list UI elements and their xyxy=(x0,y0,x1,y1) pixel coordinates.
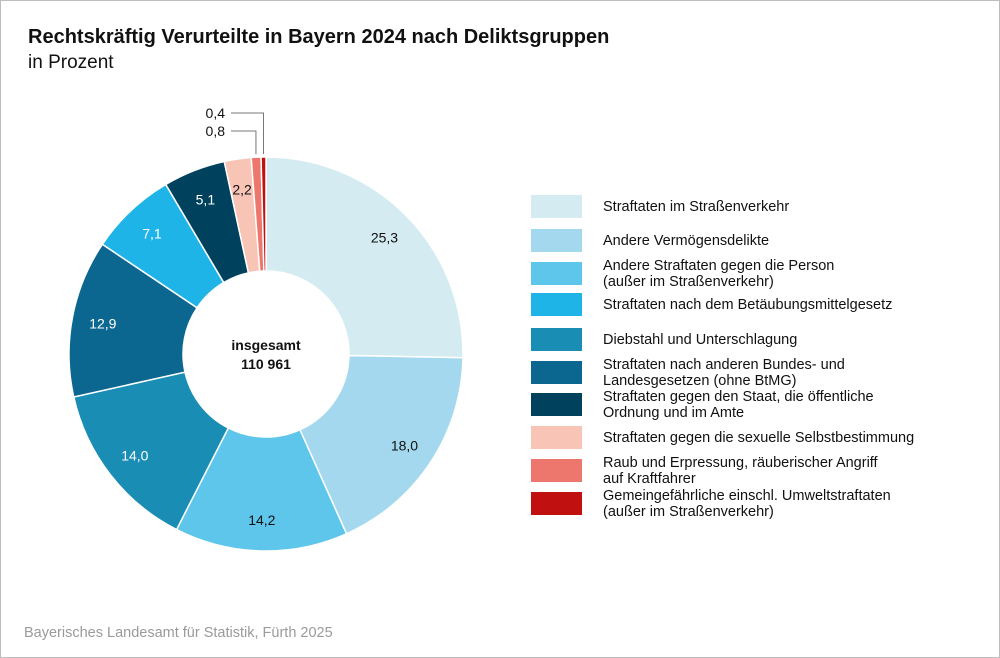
source-note: Bayerisches Landesamt für Statistik, Für… xyxy=(24,625,333,641)
slice-data-label: 0,8 xyxy=(206,123,226,139)
donut-slice xyxy=(260,156,267,272)
slice-data-label: 25,3 xyxy=(371,230,398,246)
legend-swatch xyxy=(531,393,582,416)
leader-line xyxy=(231,130,257,155)
legend-item: Andere Vermögensdelikte xyxy=(531,224,971,258)
slice-data-label: 5,1 xyxy=(196,191,216,207)
chart-title: Rechtskräftig Verurteilte in Bayern 2024… xyxy=(28,26,610,48)
legend-item: Straftaten nach anderen Bundes- und Land… xyxy=(531,356,971,390)
slice-data-label: 0,4 xyxy=(206,105,226,121)
legend-swatch xyxy=(531,361,582,384)
legend-item: Straftaten gegen den Staat, die öffentli… xyxy=(531,388,971,422)
chart-subtitle: in Prozent xyxy=(28,52,114,73)
legend-label: Straftaten im Straßenverkehr xyxy=(603,199,790,215)
legend-label: Raub und Erpressung, räuberischer Angrif… xyxy=(603,455,878,487)
slice-data-label: 18,0 xyxy=(391,438,418,454)
legend-item: Straftaten im Straßenverkehr xyxy=(531,190,971,224)
legend-label: Straftaten gegen den Staat, die öffentli… xyxy=(603,389,874,421)
legend-label: Straftaten nach dem Betäubungsmittelgese… xyxy=(603,297,893,313)
legend-item: Straftaten gegen die sexuelle Selbstbest… xyxy=(531,421,971,455)
legend-swatch xyxy=(531,426,582,449)
legend-item: Andere Straftaten gegen die Person (auße… xyxy=(531,257,971,291)
legend-swatch xyxy=(531,262,582,285)
legend-swatch xyxy=(531,195,582,218)
legend-item: Diebstahl und Unterschlagung xyxy=(531,323,971,357)
slice-data-label: 12,9 xyxy=(89,315,116,331)
legend-item: Straftaten nach dem Betäubungsmittelgese… xyxy=(531,288,971,322)
donut-slice xyxy=(298,354,464,535)
slice-data-label: 14,0 xyxy=(121,448,148,464)
legend-swatch xyxy=(531,492,582,515)
donut-slice xyxy=(175,426,348,552)
leader-line xyxy=(231,112,264,155)
legend-swatch xyxy=(531,229,582,252)
slice-data-label: 7,1 xyxy=(142,225,162,241)
slice-data-label: 2,2 xyxy=(232,182,252,198)
legend-swatch xyxy=(531,293,582,316)
center-label: insgesamt xyxy=(231,337,301,353)
donut-slice xyxy=(72,371,230,531)
donut-slice xyxy=(68,243,199,398)
legend-label: Straftaten nach anderen Bundes- und Land… xyxy=(603,357,845,389)
legend-item: Gemeingefährliche einschl. Umweltstrafta… xyxy=(531,487,971,521)
legend-swatch xyxy=(531,328,582,351)
legend-label: Andere Vermögensdelikte xyxy=(603,233,770,249)
donut-slice xyxy=(265,156,464,359)
slice-data-label: 14,2 xyxy=(248,512,275,528)
legend-label: Andere Straftaten gegen die Person (auße… xyxy=(603,258,835,290)
center-total: 110 961 xyxy=(241,356,291,372)
legend-swatch xyxy=(531,459,582,482)
legend-label: Gemeingefährliche einschl. Umweltstrafta… xyxy=(603,488,891,520)
legend-label: Diebstahl und Unterschlagung xyxy=(603,332,798,348)
legend-label: Straftaten gegen die sexuelle Selbstbest… xyxy=(603,430,915,446)
legend-item: Raub und Erpressung, räuberischer Angrif… xyxy=(531,454,971,488)
